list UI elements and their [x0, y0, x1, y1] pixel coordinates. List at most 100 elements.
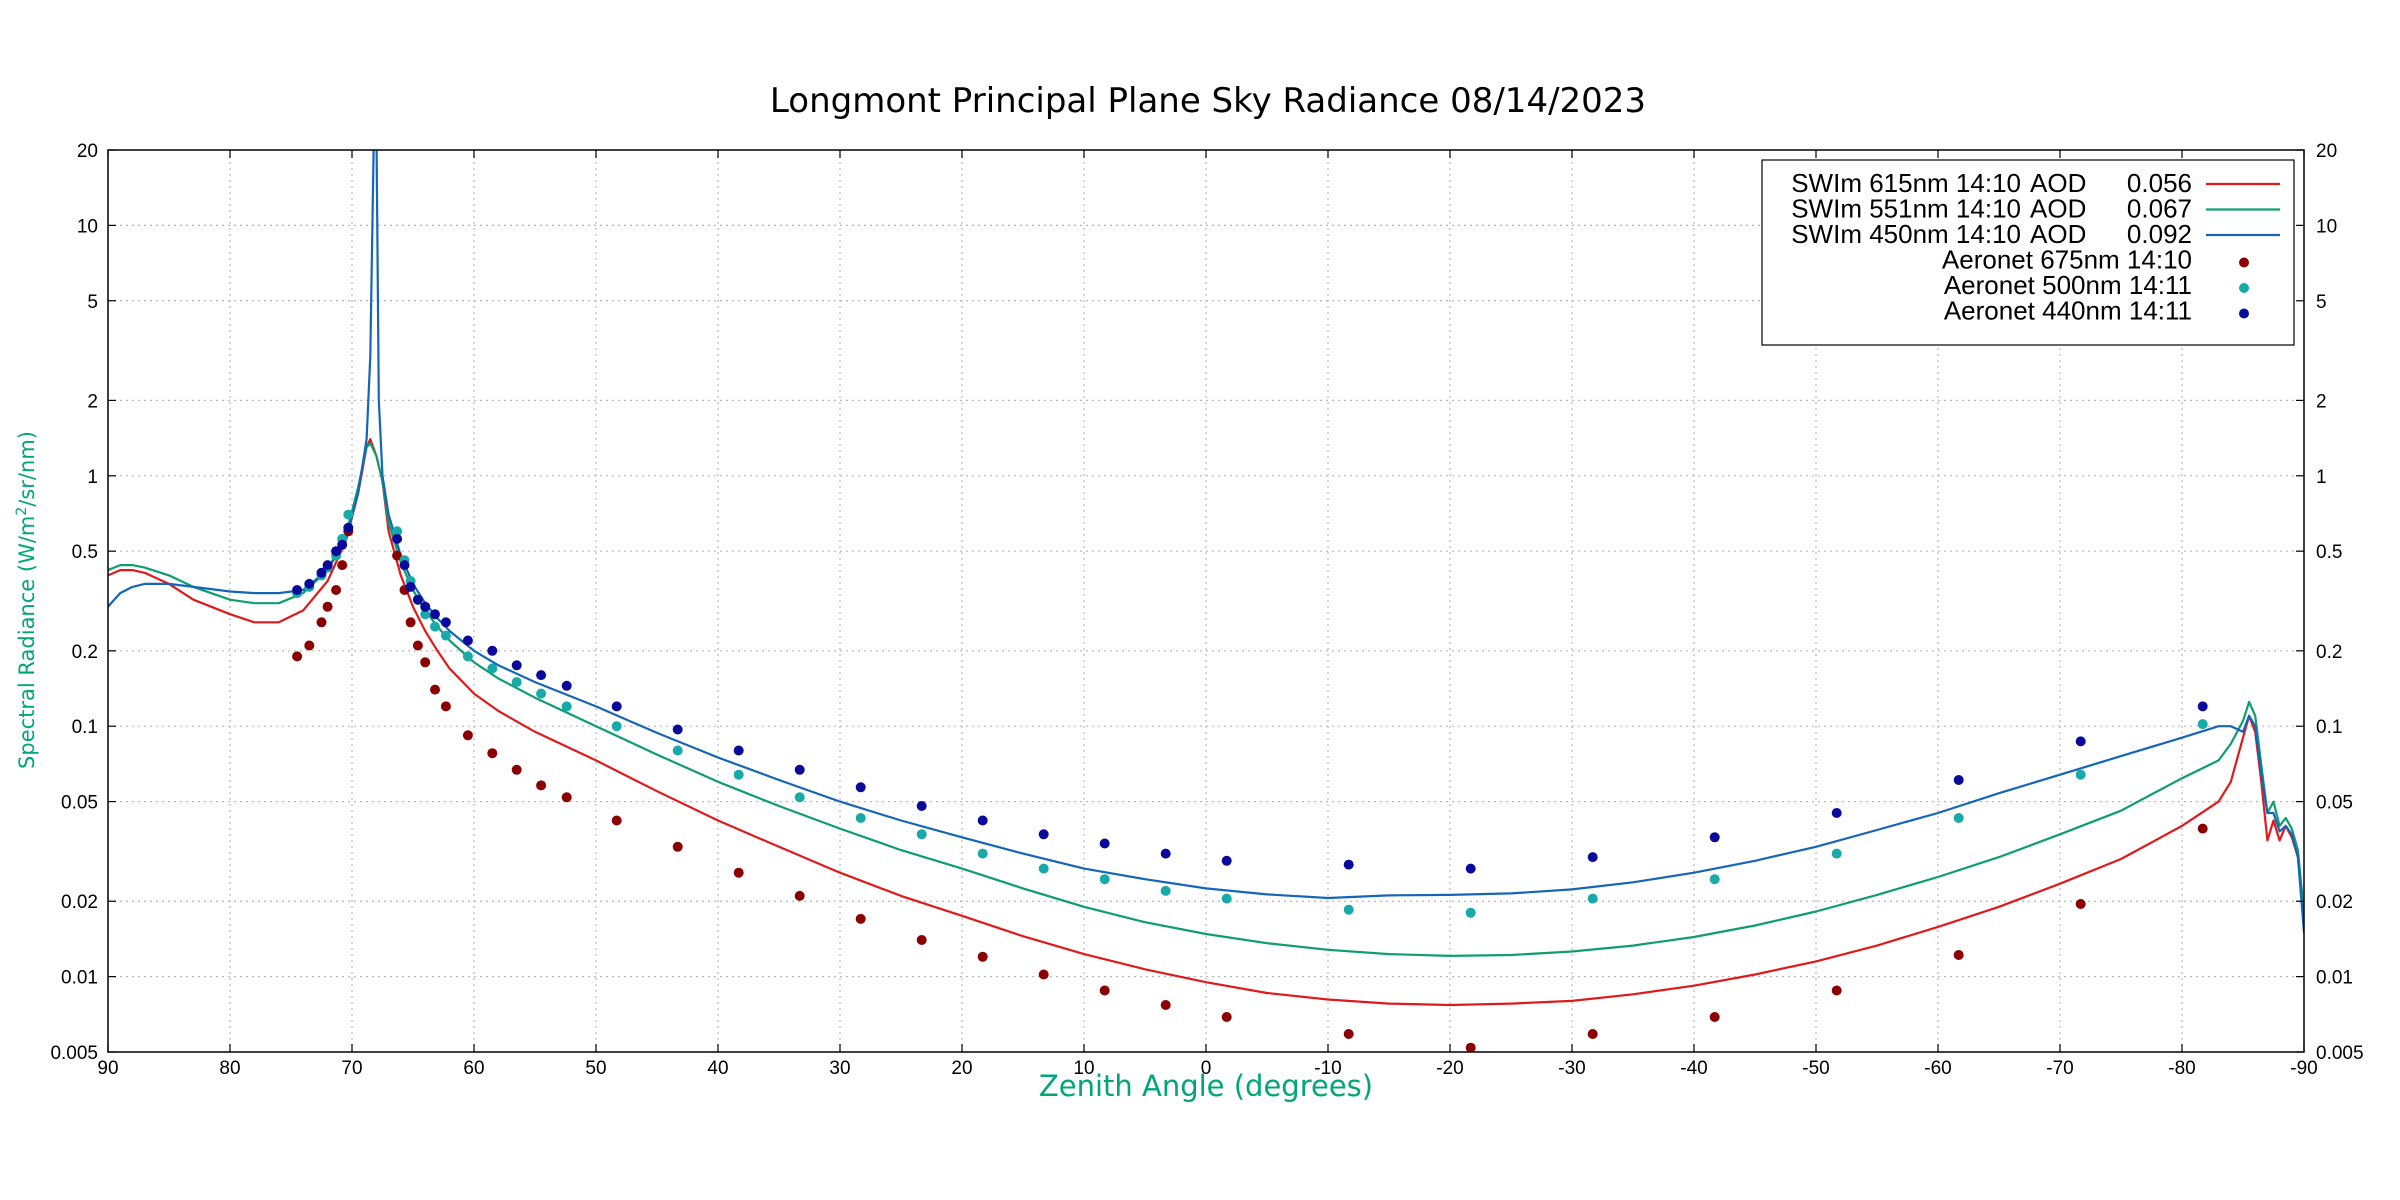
series-6-point	[1221, 855, 1232, 866]
series-6-point	[1099, 838, 1110, 849]
series-4-point	[611, 815, 622, 826]
series-6-point	[511, 660, 522, 671]
series-5-point	[2075, 769, 2086, 780]
x-tick-label: 0	[1201, 1058, 1212, 1079]
series-5-point	[430, 621, 440, 632]
x-tick-label: -30	[1558, 1058, 1585, 1079]
series-5-point	[343, 509, 354, 520]
series-5-point	[1343, 904, 1354, 915]
legend-aod-label: AOD	[2030, 168, 2086, 198]
legend-entry-1: SWIm 615nm 14:10 AOD 0.056	[1791, 168, 2280, 198]
y-tick-label-right: 0.2	[2316, 642, 2342, 663]
series-6-point	[1160, 848, 1171, 859]
series-4-point	[462, 730, 473, 741]
series-6-point	[322, 560, 333, 571]
series-4-point	[1343, 1029, 1354, 1039]
series-4-point	[2075, 899, 2086, 909]
x-tick-label: -70	[2046, 1058, 2073, 1079]
x-tick-label: -40	[1680, 1058, 1707, 1079]
series-6-point	[561, 680, 572, 691]
x-tick-label: 20	[951, 1058, 972, 1079]
series-5-point	[511, 677, 522, 688]
series-4-point	[292, 651, 303, 662]
x-tick-label: -20	[1436, 1058, 1463, 1079]
series-5-point	[440, 630, 451, 641]
y-tick-label-right: 5	[2316, 292, 2327, 313]
series-5-point	[2197, 719, 2208, 730]
series-6-point	[412, 594, 423, 605]
x-tick-label: -50	[1802, 1058, 1829, 1079]
series-5-point	[611, 721, 622, 732]
series-points	[292, 509, 2208, 1052]
x-tick-label: 80	[219, 1058, 240, 1079]
series-6-point	[977, 815, 988, 826]
series-5-point	[794, 792, 805, 803]
legend-box	[1761, 159, 2295, 346]
series-6-point	[337, 539, 348, 550]
series-6-point	[420, 601, 431, 612]
legend-series-name: SWIm 615nm 14:10	[1791, 168, 2021, 198]
series-4-point	[1465, 1042, 1476, 1052]
x-tick-label: 40	[707, 1058, 728, 1079]
series-4-point	[916, 935, 927, 945]
series-4-point	[1038, 969, 1049, 980]
series-4-point	[430, 684, 440, 695]
series-6-point	[672, 724, 683, 735]
x-tick-label: 60	[463, 1058, 484, 1079]
series-5-point	[672, 745, 683, 756]
y-tick-label-left: 0.5	[72, 542, 98, 563]
legend-aod-label: AOD	[2030, 219, 2086, 249]
series-6-point	[536, 670, 547, 681]
series-5-point	[1099, 874, 1110, 885]
y-tick-label-left: 0.1	[72, 717, 98, 738]
y-axis-label-tail: /sr/nm)	[15, 431, 39, 507]
series-4-point	[794, 890, 805, 901]
series-5-point	[855, 813, 866, 823]
series-4-point	[536, 780, 547, 791]
series-5-point	[1221, 893, 1232, 904]
series-4-point	[561, 792, 572, 803]
series-6-point	[2075, 736, 2086, 747]
y-tick-label-left: 0.01	[61, 968, 98, 989]
series-6-point	[1709, 832, 1720, 843]
series-6-point	[399, 560, 410, 571]
legend-aod-label: AOD	[2030, 194, 2086, 224]
legend-marker-swatch	[2239, 283, 2249, 293]
series-4-point	[487, 748, 498, 759]
series-6-point	[292, 585, 303, 595]
x-tick-label: 90	[97, 1058, 118, 1079]
x-tick-label: 30	[829, 1058, 850, 1079]
series-6-point	[316, 567, 327, 578]
y-tick-label-left: 0.02	[61, 892, 98, 913]
y-tick-label-left: 1	[87, 467, 98, 488]
series-6-point	[430, 609, 440, 620]
series-5-point	[561, 701, 572, 712]
series-6-point	[405, 581, 416, 592]
series-5-point	[1160, 885, 1171, 896]
y-tick-label-right: 1	[2316, 467, 2327, 488]
series-4-point	[672, 841, 683, 852]
legend-entry-3: SWIm 450nm 14:10 AOD 0.092	[1791, 219, 2280, 249]
series-5-point	[462, 651, 473, 662]
series-4-point	[1160, 1000, 1171, 1010]
series-4-point	[304, 640, 315, 651]
legend-aod-value: 0.067	[2127, 194, 2192, 224]
y-tick-label-left: 0.005	[50, 1043, 98, 1064]
series-5-point	[1465, 907, 1476, 918]
series-5-point	[392, 526, 403, 537]
series-5-point	[420, 609, 431, 620]
x-tick-label: -10	[1314, 1058, 1341, 1079]
y-tick-label-left: 10	[77, 216, 98, 237]
legend-series-name: Aeronet 675nm 14:10	[1942, 245, 2192, 275]
series-6-point	[1038, 829, 1049, 840]
series-4-point	[316, 617, 327, 628]
series-6-point	[1831, 808, 1842, 818]
y-tick-label-right: 0.5	[2316, 542, 2342, 563]
series-6-point	[462, 635, 473, 646]
series-5-point	[1587, 893, 1598, 904]
legend-aod-value: 0.056	[2127, 168, 2192, 198]
series-6-point	[331, 546, 342, 557]
series-4-point	[977, 951, 988, 962]
x-axis-label: Zenith Angle (degrees)	[1039, 1069, 1373, 1103]
legend-series-name: Aeronet 440nm 14:11	[1944, 296, 2192, 326]
